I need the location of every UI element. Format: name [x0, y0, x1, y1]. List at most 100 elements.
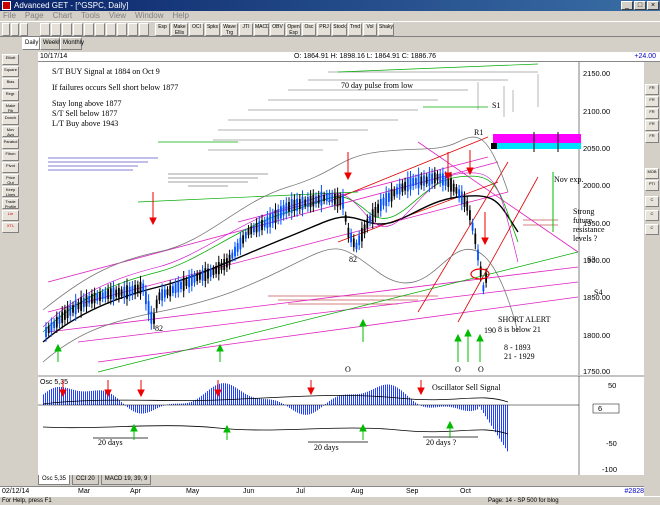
- right-tool-c2[interactable]: C: [645, 210, 659, 221]
- tool-pivot[interactable]: Pivot: [2, 162, 19, 173]
- draw-icon[interactable]: [95, 23, 105, 36]
- text-icon[interactable]: [117, 23, 127, 36]
- oscillator-bar: [277, 401, 278, 405]
- oscillator-bar: [259, 399, 260, 405]
- right-tool-c1[interactable]: C: [645, 196, 659, 207]
- tool-donchian[interactable]: Donch: [2, 114, 19, 125]
- study-vol-button[interactable]: Vol: [363, 23, 377, 36]
- axis-month-oct: Oct: [460, 487, 471, 496]
- tool-square[interactable]: Square: [2, 66, 19, 77]
- study-shaky-button[interactable]: Shaky: [378, 23, 394, 36]
- oscillator-bar: [227, 384, 228, 405]
- tool-bias[interactable]: Bias: [2, 78, 19, 89]
- tool-make-fib[interactable]: Make Fib: [2, 102, 19, 113]
- cursor-icon[interactable]: [62, 23, 72, 36]
- tool-regression[interactable]: Regr.: [2, 90, 19, 101]
- tool-elliott[interactable]: Elliott: [2, 54, 19, 65]
- price-bar-body: [123, 287, 125, 298]
- new-icon[interactable]: [2, 23, 10, 36]
- annotation-pulse: 70 day pulse from low: [341, 81, 413, 90]
- status-page: Page: 14 - SP 500 for blog: [488, 497, 559, 505]
- eraser-icon[interactable]: [106, 23, 116, 36]
- oscillator-bar: [487, 405, 488, 419]
- oscillator-bar: [299, 405, 300, 414]
- right-tool-pti[interactable]: PTI: [645, 180, 659, 191]
- tool-moving-average[interactable]: Mov Avg: [2, 126, 19, 137]
- hand-icon[interactable]: [73, 23, 83, 36]
- menu-help[interactable]: Help: [172, 11, 188, 21]
- right-tool-3[interactable]: FR: [645, 108, 659, 119]
- period-weekly-button[interactable]: Weekly: [40, 37, 60, 50]
- axis-month-jul: Jul: [296, 487, 305, 496]
- oscillator-bar: [205, 393, 206, 405]
- study-macd-button[interactable]: MACD: [254, 23, 269, 36]
- arrow-icon[interactable]: [139, 23, 149, 36]
- oscillator-bar: [431, 405, 432, 408]
- tool-lin[interactable]: Lin: [2, 210, 19, 221]
- period-monthly-button[interactable]: Monthly: [60, 37, 82, 50]
- study-make-ellis-button[interactable]: Make Ellis: [171, 23, 188, 36]
- chart-area[interactable]: 2150.00 2100.00 2050.00 2000.00 1950.00 …: [38, 62, 644, 475]
- tab-macd[interactable]: MACD 19, 39, 9: [101, 475, 152, 485]
- menu-chart[interactable]: Chart: [53, 11, 73, 21]
- study-obv-button[interactable]: OBV: [270, 23, 285, 36]
- menu-window[interactable]: Window: [135, 11, 163, 21]
- oscillator-bar: [235, 387, 236, 405]
- study-spks-button[interactable]: Spks: [205, 23, 220, 36]
- print-icon[interactable]: [20, 23, 28, 36]
- tool-trade-profile[interactable]: Trade Profile: [2, 198, 19, 209]
- right-tool-c3[interactable]: C: [645, 224, 659, 235]
- price-bar-body: [126, 285, 128, 299]
- price-bar-body: [132, 286, 134, 296]
- right-tool-5[interactable]: FR: [645, 132, 659, 143]
- tool-price-out[interactable]: Price Out: [2, 174, 19, 185]
- study-open-esp-button[interactable]: Open Esp: [286, 23, 301, 36]
- line-icon[interactable]: [128, 23, 138, 36]
- study-stock-button[interactable]: Stock: [332, 23, 347, 36]
- period-daily-button[interactable]: Daily: [22, 37, 40, 50]
- right-tool-mob[interactable]: MOB: [645, 168, 659, 179]
- menu-tools[interactable]: Tools: [81, 11, 100, 21]
- tab-osc[interactable]: Osc 5,35: [38, 475, 70, 485]
- tool-keep-lines[interactable]: Keep Lines: [2, 186, 19, 197]
- menu-page[interactable]: Page: [25, 11, 44, 21]
- price-bar-body: [418, 174, 420, 188]
- tool-parabolic[interactable]: Parabol: [2, 138, 19, 149]
- maximize-button[interactable]: □: [634, 1, 646, 10]
- price-bar-body: [396, 187, 398, 194]
- tab-cci[interactable]: CCI 20: [72, 475, 99, 485]
- study-trnd-button[interactable]: Trnd: [348, 23, 362, 36]
- oscillator-bar: [331, 400, 332, 405]
- zoom-in-icon[interactable]: [40, 23, 50, 36]
- oscillator-bar: [345, 395, 346, 405]
- study-esp-button[interactable]: Esp: [155, 23, 170, 36]
- price-bar-body: [275, 210, 277, 223]
- annotation-ma21: 21 - 1929: [504, 352, 535, 361]
- price-bar-body: [339, 197, 341, 206]
- tool-xtl[interactable]: XTL: [2, 222, 19, 233]
- right-tool-2[interactable]: FR: [645, 96, 659, 107]
- study-jti-button[interactable]: JTI: [239, 23, 253, 36]
- minimize-button[interactable]: _: [621, 1, 633, 10]
- study-prj-button[interactable]: PRJ: [317, 23, 331, 36]
- study-wave-trg-button[interactable]: Wave Trg: [221, 23, 238, 36]
- price-bar-body: [64, 310, 66, 320]
- oscillator-bar: [411, 399, 412, 405]
- price-bar-body: [207, 269, 209, 279]
- open-icon[interactable]: [11, 23, 19, 36]
- tool-fibonacci[interactable]: Fibon: [2, 150, 19, 161]
- close-button[interactable]: ×: [647, 1, 659, 10]
- right-tool-4[interactable]: FR: [645, 120, 659, 131]
- menu-file[interactable]: File: [3, 11, 16, 21]
- study-oci-button[interactable]: OCI: [189, 23, 204, 36]
- study-osc-button[interactable]: Osc: [302, 23, 316, 36]
- zoom-out-icon[interactable]: [51, 23, 61, 36]
- crosshair-icon[interactable]: [84, 23, 94, 36]
- right-tool-1[interactable]: FR: [645, 84, 659, 95]
- oscillator-bar: [117, 398, 118, 405]
- menu-view[interactable]: View: [109, 11, 126, 21]
- price-bar-body: [326, 194, 328, 201]
- resistance-box-marker: [491, 143, 497, 149]
- price-bar-body: [221, 263, 223, 270]
- oscillator-bar: [85, 391, 86, 405]
